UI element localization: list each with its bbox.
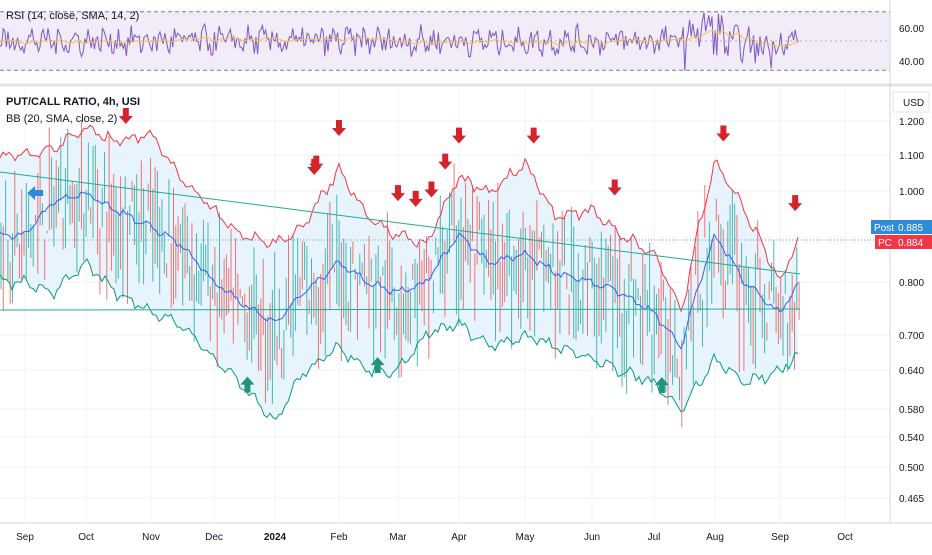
sell-arrow-icon	[788, 195, 803, 212]
rsi-label: RSI (14, close, SMA, 14, 2)	[6, 10, 139, 22]
buy-arrow-icon	[654, 377, 669, 394]
bollinger-basis-line	[0, 191, 799, 350]
price-tick-label: 0.540	[899, 433, 924, 444]
pc-badge-label: PC	[878, 238, 892, 249]
price-tick-label: 0.700	[899, 331, 924, 342]
post-badge	[871, 220, 932, 234]
sell-arrow-icon	[716, 125, 731, 142]
rsi-tick-60: 60.00	[899, 24, 924, 35]
price-tick-label: 1.200	[899, 117, 924, 128]
time-label: Oct	[837, 532, 853, 543]
time-label: May	[516, 532, 535, 543]
buy-arrow-icon	[240, 376, 255, 393]
price-tick-label: 0.800	[899, 278, 924, 289]
post-badge-value: 0.885	[898, 223, 923, 234]
price-tick-label: 0.465	[899, 494, 924, 505]
signal-arrows	[27, 108, 803, 394]
time-label: Jun	[584, 532, 600, 543]
currency-box[interactable]	[892, 91, 930, 113]
price-ticks: 1.200 1.100 1.000 0.800 0.700 0.640 0.580 0.540…	[899, 117, 924, 505]
rsi-panel[interactable]: RSI (14, close, SMA, 14, 2) 60.00 40.00	[0, 0, 924, 82]
price-axis[interactable]: USD 1.200 1.100 1.000 0.800 0.700 0.640 0.580 0…	[871, 0, 932, 523]
time-label: Oct	[78, 532, 94, 543]
price-bars	[0, 119, 800, 428]
buy-arrow-icon	[370, 357, 385, 374]
post-badge-label: Post	[874, 223, 894, 234]
sell-arrow-icon	[391, 185, 405, 202]
time-label: Nov	[142, 532, 160, 543]
rsi-tick-40: 40.00	[899, 57, 924, 68]
sell-arrow-icon	[438, 153, 453, 170]
time-label: Sep	[16, 532, 34, 543]
bollinger-lower-band	[0, 258, 799, 420]
time-label: Feb	[330, 532, 348, 543]
price-tick-label: 1.000	[899, 187, 924, 198]
pc-badge	[875, 235, 932, 249]
sell-arrow-icon	[526, 127, 541, 144]
bb-indicator-label: BB (20, SMA, close, 2)	[6, 113, 117, 125]
pc-badge-value: 0.884	[898, 238, 923, 249]
price-tick-label: 0.640	[899, 366, 924, 377]
sell-arrow-icon	[309, 155, 324, 172]
time-label: Sep	[771, 532, 789, 543]
price-tick-label: 0.500	[899, 463, 924, 474]
main-panel[interactable]: PUT/CALL RATIO, 4h, USI BB (20, SMA, clo…	[0, 96, 890, 428]
time-label: Aug	[706, 532, 724, 543]
horizontal-arrow-icon	[27, 186, 44, 200]
trendline-horizontal[interactable]	[0, 308, 801, 311]
sell-arrow-icon	[408, 190, 423, 207]
currency-label: USD	[903, 98, 924, 109]
sell-arrow-icon	[118, 108, 133, 124]
main-title: PUT/CALL RATIO, 4h, USI	[6, 96, 140, 108]
time-label: Dec	[205, 532, 223, 543]
price-tick-label: 0.580	[899, 405, 924, 416]
sell-arrow-icon	[607, 179, 622, 196]
sell-arrow-icon	[452, 127, 466, 144]
time-label: Mar	[389, 532, 407, 543]
bollinger-upper-band	[0, 124, 799, 313]
time-label: Jul	[648, 532, 661, 543]
sell-arrow-icon	[424, 181, 439, 198]
sell-arrow-icon	[332, 120, 346, 137]
rsi-line	[0, 12, 799, 71]
time-axis[interactable]: Sep Oct Nov Dec 2024 Feb Mar Apr May Jun Jul Aug Sep…	[0, 522, 932, 543]
time-label: Apr	[451, 532, 467, 543]
trendline-descending[interactable]	[0, 171, 801, 275]
price-tick-label: 1.100	[899, 151, 924, 162]
time-labels: Sep Oct Nov Dec 2024 Feb Mar Apr May Jun Jul Aug Sep…	[16, 532, 853, 543]
rsi-sma-line	[0, 29, 799, 47]
time-label: 2024	[264, 532, 287, 543]
